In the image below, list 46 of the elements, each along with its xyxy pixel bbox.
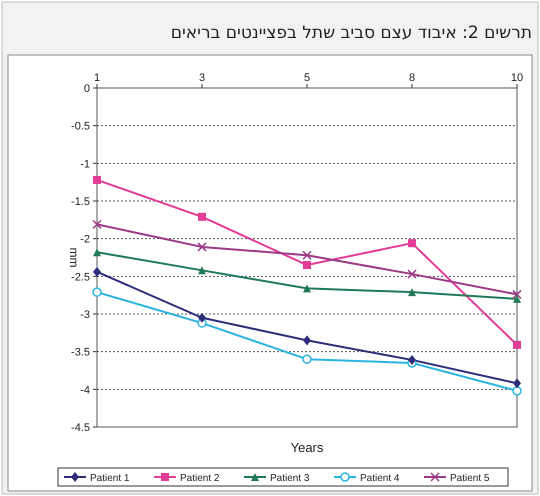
y-tick-label: -2.5 (71, 271, 90, 284)
legend-label: Patient 1 (90, 473, 130, 484)
point (198, 312, 206, 323)
point (93, 176, 101, 184)
chart-title: תרשים 2: איבוד עצם סביב שתל בפציינטים בריאים (170, 23, 532, 43)
point (513, 294, 521, 303)
point (93, 248, 101, 256)
point (512, 386, 522, 396)
x-tick-label: 3 (198, 72, 206, 84)
point (303, 284, 311, 292)
y-tick-label: -3 (80, 309, 90, 321)
point (408, 354, 416, 365)
y-tick-label: 0 (84, 83, 90, 95)
x-tick-label: 8 (408, 72, 416, 84)
point (198, 266, 206, 274)
point (513, 340, 521, 349)
point (93, 266, 101, 277)
point (302, 354, 312, 364)
point (512, 290, 522, 300)
point (92, 287, 102, 297)
point (513, 378, 521, 388)
x-tick-label: 5 (304, 72, 310, 84)
legend-label: Patient 2 (180, 473, 220, 484)
point (303, 335, 311, 346)
legend-label: Patient 5 (450, 473, 490, 484)
legend-label: Patient 4 (360, 473, 400, 484)
y-axis-title: mm (67, 248, 81, 268)
legend-label: Patient 3 (270, 473, 310, 484)
x-tick-label: 10 (510, 72, 524, 84)
point (408, 288, 416, 296)
y-tick-label: -1.5 (71, 196, 90, 208)
point (303, 261, 311, 270)
x-tick-label: 1 (94, 72, 100, 84)
y-tick-label: -0.5 (71, 120, 90, 133)
y-tick-label: -4 (80, 384, 90, 396)
point (407, 269, 417, 279)
point (92, 220, 102, 230)
point (197, 242, 207, 252)
x-axis-title: Years (290, 440, 324, 455)
point (198, 212, 206, 221)
y-tick-label: -4.5 (71, 422, 90, 434)
y-tick-label: -2 (80, 234, 90, 246)
y-tick-label: -3.5 (71, 346, 90, 359)
y-tick-label: -1 (80, 158, 90, 170)
point (408, 239, 416, 248)
point (302, 250, 312, 260)
